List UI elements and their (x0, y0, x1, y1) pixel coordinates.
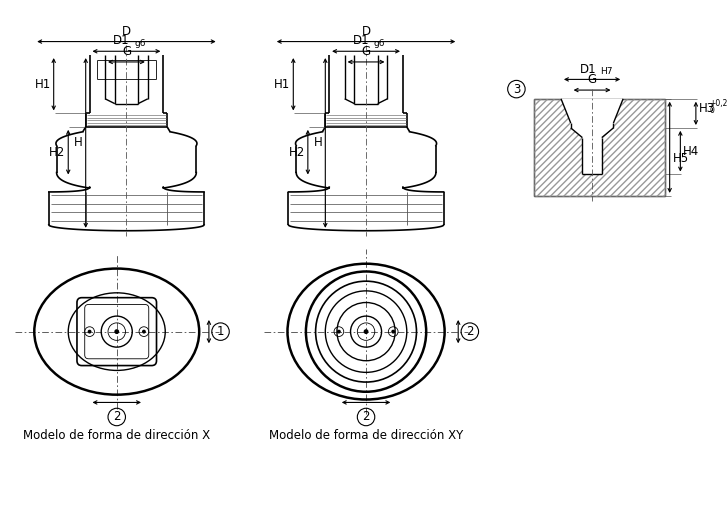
Text: 2: 2 (466, 325, 473, 338)
Circle shape (88, 330, 92, 333)
Text: D: D (122, 25, 131, 38)
Polygon shape (561, 99, 623, 175)
Text: H: H (74, 136, 83, 150)
Text: H2: H2 (289, 146, 305, 159)
Text: g6: g6 (374, 39, 385, 48)
Circle shape (337, 330, 341, 333)
Text: D: D (361, 25, 371, 38)
Text: G: G (122, 45, 131, 58)
Text: H: H (313, 136, 322, 150)
Text: H1: H1 (34, 78, 51, 91)
Text: 2: 2 (362, 410, 370, 423)
Circle shape (364, 329, 369, 334)
Text: H2: H2 (49, 146, 65, 159)
Text: 1: 1 (217, 325, 225, 338)
Text: G: G (361, 45, 371, 58)
Text: 3: 3 (513, 82, 520, 96)
Circle shape (391, 330, 395, 333)
Text: 2: 2 (113, 410, 121, 423)
Text: H7: H7 (600, 67, 612, 75)
Text: 0: 0 (710, 106, 715, 115)
Text: H5: H5 (672, 153, 688, 165)
Text: +0,2: +0,2 (710, 99, 727, 108)
Text: D1: D1 (113, 35, 130, 47)
Text: Modelo de forma de dirección X: Modelo de forma de dirección X (23, 429, 210, 442)
Text: H1: H1 (274, 78, 290, 91)
Text: H3: H3 (699, 102, 715, 115)
Text: H4: H4 (683, 145, 699, 158)
Text: g6: g6 (134, 39, 145, 48)
Text: D1: D1 (353, 35, 369, 47)
Circle shape (114, 329, 119, 334)
Text: G: G (587, 73, 597, 86)
Circle shape (142, 330, 146, 333)
Text: D1: D1 (580, 63, 597, 75)
Text: Modelo de forma de dirección XY: Modelo de forma de dirección XY (269, 429, 463, 442)
